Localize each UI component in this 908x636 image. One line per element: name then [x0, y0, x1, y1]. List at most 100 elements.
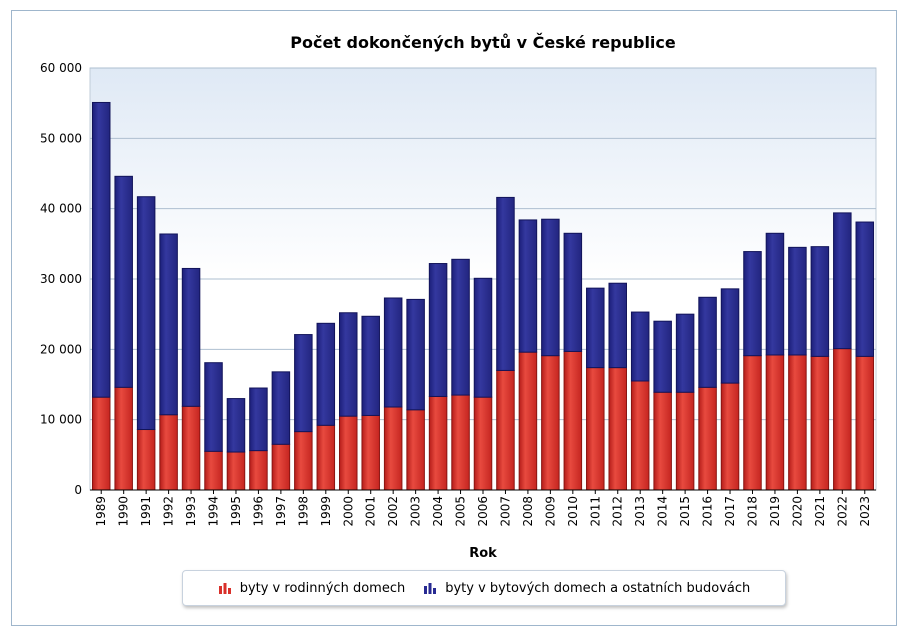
bar-rodinne-2017[interactable] — [720, 382, 740, 491]
x-tick-label: 2009 — [543, 496, 557, 527]
bar-rodinne-2008[interactable] — [518, 351, 538, 491]
bar-rodinne-1993[interactable] — [181, 405, 201, 491]
bar-bytove-1998[interactable] — [294, 334, 313, 433]
bar-rodinne-2021[interactable] — [810, 355, 830, 491]
bar-rodinne-2006[interactable] — [473, 396, 493, 491]
bar-rodinne-2002[interactable] — [383, 406, 403, 491]
bar-rodinne-2001[interactable] — [361, 414, 380, 491]
chart-title: Počet dokončených bytů v České republice — [290, 33, 676, 52]
bar-bytove-2013[interactable] — [630, 311, 650, 382]
x-tick-label: 2019 — [768, 496, 782, 527]
bar-bytove-2010[interactable] — [563, 232, 583, 352]
bar-bytove-2021[interactable] — [810, 246, 830, 357]
x-tick-label: 1994 — [207, 496, 221, 527]
x-tick-label: 2006 — [476, 496, 490, 527]
legend: byty v rodinných domech byty v bytových … — [182, 570, 786, 606]
bar-rodinne-1991[interactable] — [136, 429, 156, 491]
x-tick-label: 2008 — [521, 496, 535, 527]
bar-rodinne-2000[interactable] — [338, 415, 358, 491]
y-tick-label: 30 000 — [40, 272, 82, 286]
x-tick-label: 2016 — [701, 496, 715, 527]
bar-bytove-1992[interactable] — [159, 233, 178, 416]
x-tick-label: 2014 — [656, 496, 670, 527]
bar-bytove-2015[interactable] — [675, 313, 695, 393]
bar-bytove-2011[interactable] — [586, 287, 605, 369]
bar-bytove-2005[interactable] — [451, 258, 470, 396]
bar-bytove-2018[interactable] — [743, 251, 762, 357]
bar-bytove-2012[interactable] — [608, 282, 628, 369]
bar-bytove-2016[interactable] — [698, 296, 717, 388]
x-tick-label: 2021 — [813, 496, 827, 527]
x-tick-label: 2017 — [723, 496, 737, 527]
x-tick-label: 2023 — [858, 496, 872, 527]
bar-bytove-1990[interactable] — [114, 175, 133, 388]
bar-bytove-1989[interactable] — [91, 101, 111, 398]
bar-bytove-2000[interactable] — [338, 312, 358, 417]
y-tick-label: 0 — [74, 483, 82, 497]
bar-bytove-2002[interactable] — [383, 297, 403, 408]
bar-rodinne-2011[interactable] — [586, 367, 605, 491]
y-tick-label: 60 000 — [40, 61, 82, 75]
bar-rodinne-2005[interactable] — [451, 394, 470, 491]
bar-bytove-2006[interactable] — [473, 277, 493, 398]
x-tick-label: 1993 — [184, 496, 198, 527]
bar-rodinne-2004[interactable] — [428, 395, 448, 491]
bar-rodinne-2012[interactable] — [608, 367, 628, 491]
bar-rodinne-2003[interactable] — [406, 409, 425, 491]
bar-bytove-1994[interactable] — [204, 362, 223, 452]
x-tick-label: 1999 — [319, 496, 333, 527]
bar-rodinne-1996[interactable] — [249, 450, 268, 491]
bar-rodinne-2022[interactable] — [833, 348, 852, 491]
bar-bytove-1995[interactable] — [226, 398, 246, 453]
bar-rodinne-1994[interactable] — [204, 450, 223, 491]
x-tick-label: 2003 — [409, 496, 423, 527]
bar-bytove-1993[interactable] — [181, 267, 201, 407]
bar-rodinne-2013[interactable] — [630, 380, 650, 491]
bar-rodinne-1992[interactable] — [159, 414, 178, 491]
bar-rodinne-2014[interactable] — [653, 391, 672, 491]
bar-rodinne-2023[interactable] — [855, 355, 875, 491]
bar-bytove-1999[interactable] — [316, 322, 336, 426]
bar-rodinne-1998[interactable] — [294, 431, 313, 491]
bar-bytove-2023[interactable] — [855, 221, 875, 357]
bar-bytove-1997[interactable] — [271, 371, 291, 445]
bar-bytove-2001[interactable] — [361, 315, 380, 416]
bar-rodinne-2010[interactable] — [563, 350, 583, 491]
x-tick-label: 1992 — [162, 496, 176, 527]
bar-bytove-2022[interactable] — [833, 212, 852, 350]
bar-rodinne-2016[interactable] — [698, 386, 717, 491]
bar-chart-blue-icon — [424, 583, 437, 594]
bar-rodinne-2018[interactable] — [743, 355, 762, 491]
bar-bytove-2003[interactable] — [406, 298, 425, 411]
bar-bytove-2009[interactable] — [541, 218, 560, 357]
bar-bytove-2019[interactable] — [765, 232, 785, 356]
bar-rodinne-2019[interactable] — [765, 354, 785, 491]
bar-rodinne-1990[interactable] — [114, 386, 133, 491]
y-tick-label: 50 000 — [40, 131, 82, 145]
bar-rodinne-2007[interactable] — [496, 369, 515, 491]
bar-rodinne-2009[interactable] — [541, 355, 560, 491]
y-tick-label: 40 000 — [40, 202, 82, 216]
x-tick-label: 2002 — [386, 496, 400, 527]
bar-bytove-2017[interactable] — [720, 288, 740, 384]
x-tick-label: 2022 — [835, 496, 849, 527]
bar-bytove-2014[interactable] — [653, 320, 672, 393]
bar-bytove-2007[interactable] — [496, 196, 515, 371]
bar-rodinne-1995[interactable] — [226, 451, 246, 491]
bar-bytove-1991[interactable] — [136, 196, 156, 431]
bar-bytove-2004[interactable] — [428, 263, 448, 397]
bar-rodinne-2015[interactable] — [675, 391, 695, 491]
bar-rodinne-1999[interactable] — [316, 424, 336, 491]
legend-item-rodinne[interactable]: byty v rodinných domech — [218, 581, 405, 596]
x-tick-label: 1996 — [251, 496, 265, 527]
x-tick-label: 2020 — [790, 496, 804, 527]
bar-bytove-2008[interactable] — [518, 219, 538, 353]
x-tick-label: 1991 — [139, 496, 153, 527]
bar-rodinne-2020[interactable] — [788, 354, 807, 491]
bar-bytove-2020[interactable] — [788, 246, 807, 356]
x-axis-title: Rok — [469, 546, 497, 561]
legend-item-bytove[interactable]: byty v bytových domech a ostatních budov… — [423, 581, 750, 596]
bar-rodinne-1989[interactable] — [91, 396, 111, 491]
bar-rodinne-1997[interactable] — [271, 443, 291, 491]
bar-bytove-1996[interactable] — [249, 387, 268, 452]
